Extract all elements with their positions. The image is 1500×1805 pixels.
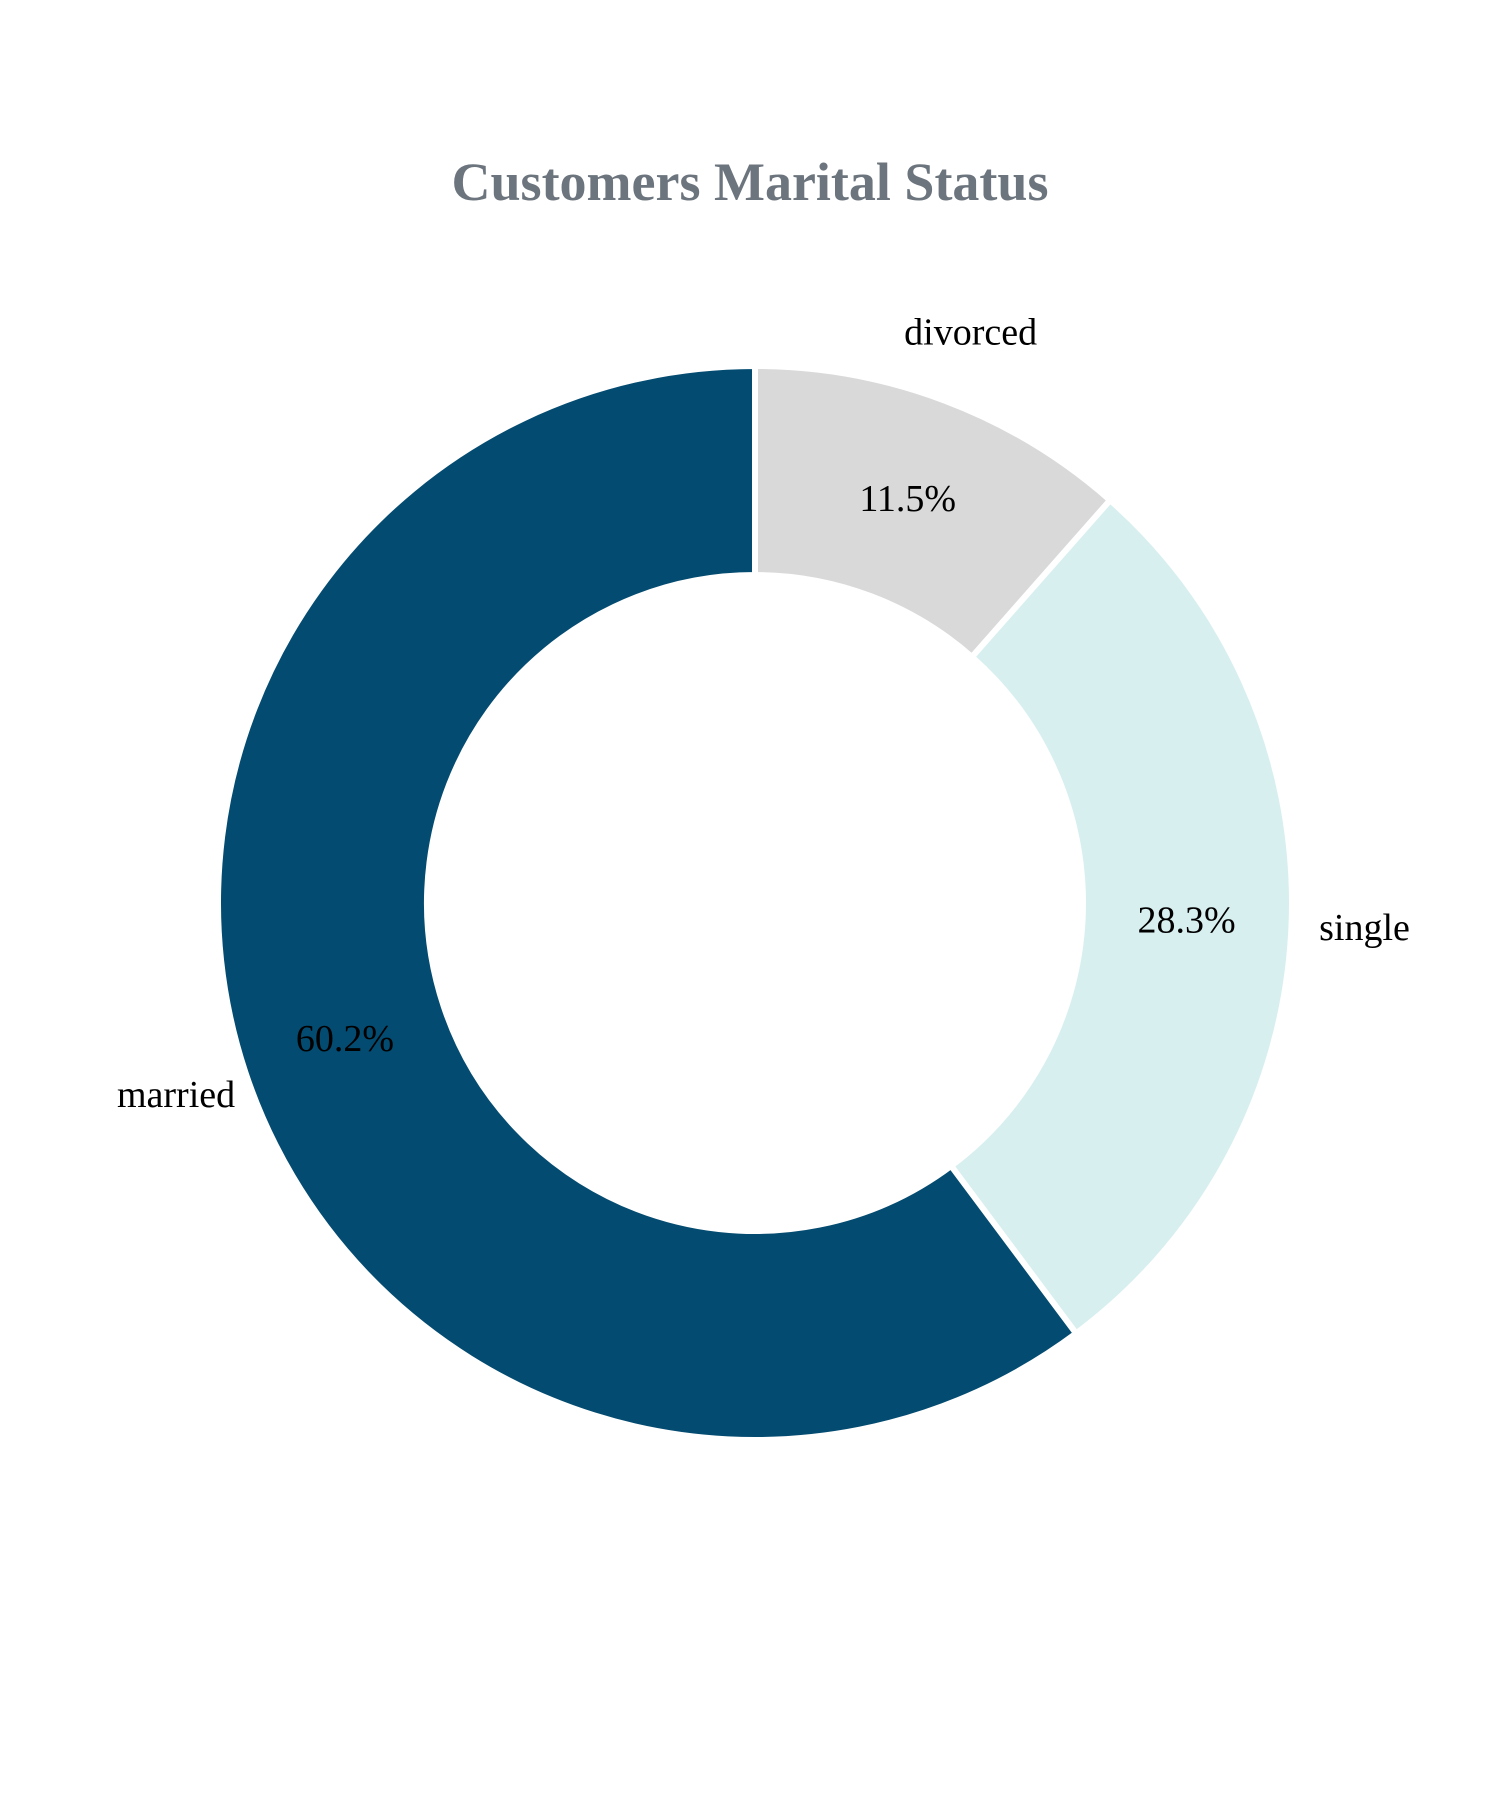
pct-label-married: 60.2% xyxy=(296,1018,394,1060)
slice-label-single: single xyxy=(1319,907,1410,949)
chart-title: Customers Marital Status xyxy=(452,152,1049,212)
slice-married xyxy=(214,362,1081,1443)
slice-single xyxy=(946,495,1295,1338)
slice-label-married: married xyxy=(117,1074,235,1116)
pct-label-single: 28.3% xyxy=(1138,900,1236,942)
labels-group: 11.5% divorced 28.3% single 60.2% married xyxy=(117,311,1410,1116)
slice-divorced xyxy=(752,362,1115,662)
pct-label-divorced: 11.5% xyxy=(859,478,956,520)
slice-label-divorced: divorced xyxy=(904,311,1037,353)
slices-group xyxy=(214,362,1295,1443)
